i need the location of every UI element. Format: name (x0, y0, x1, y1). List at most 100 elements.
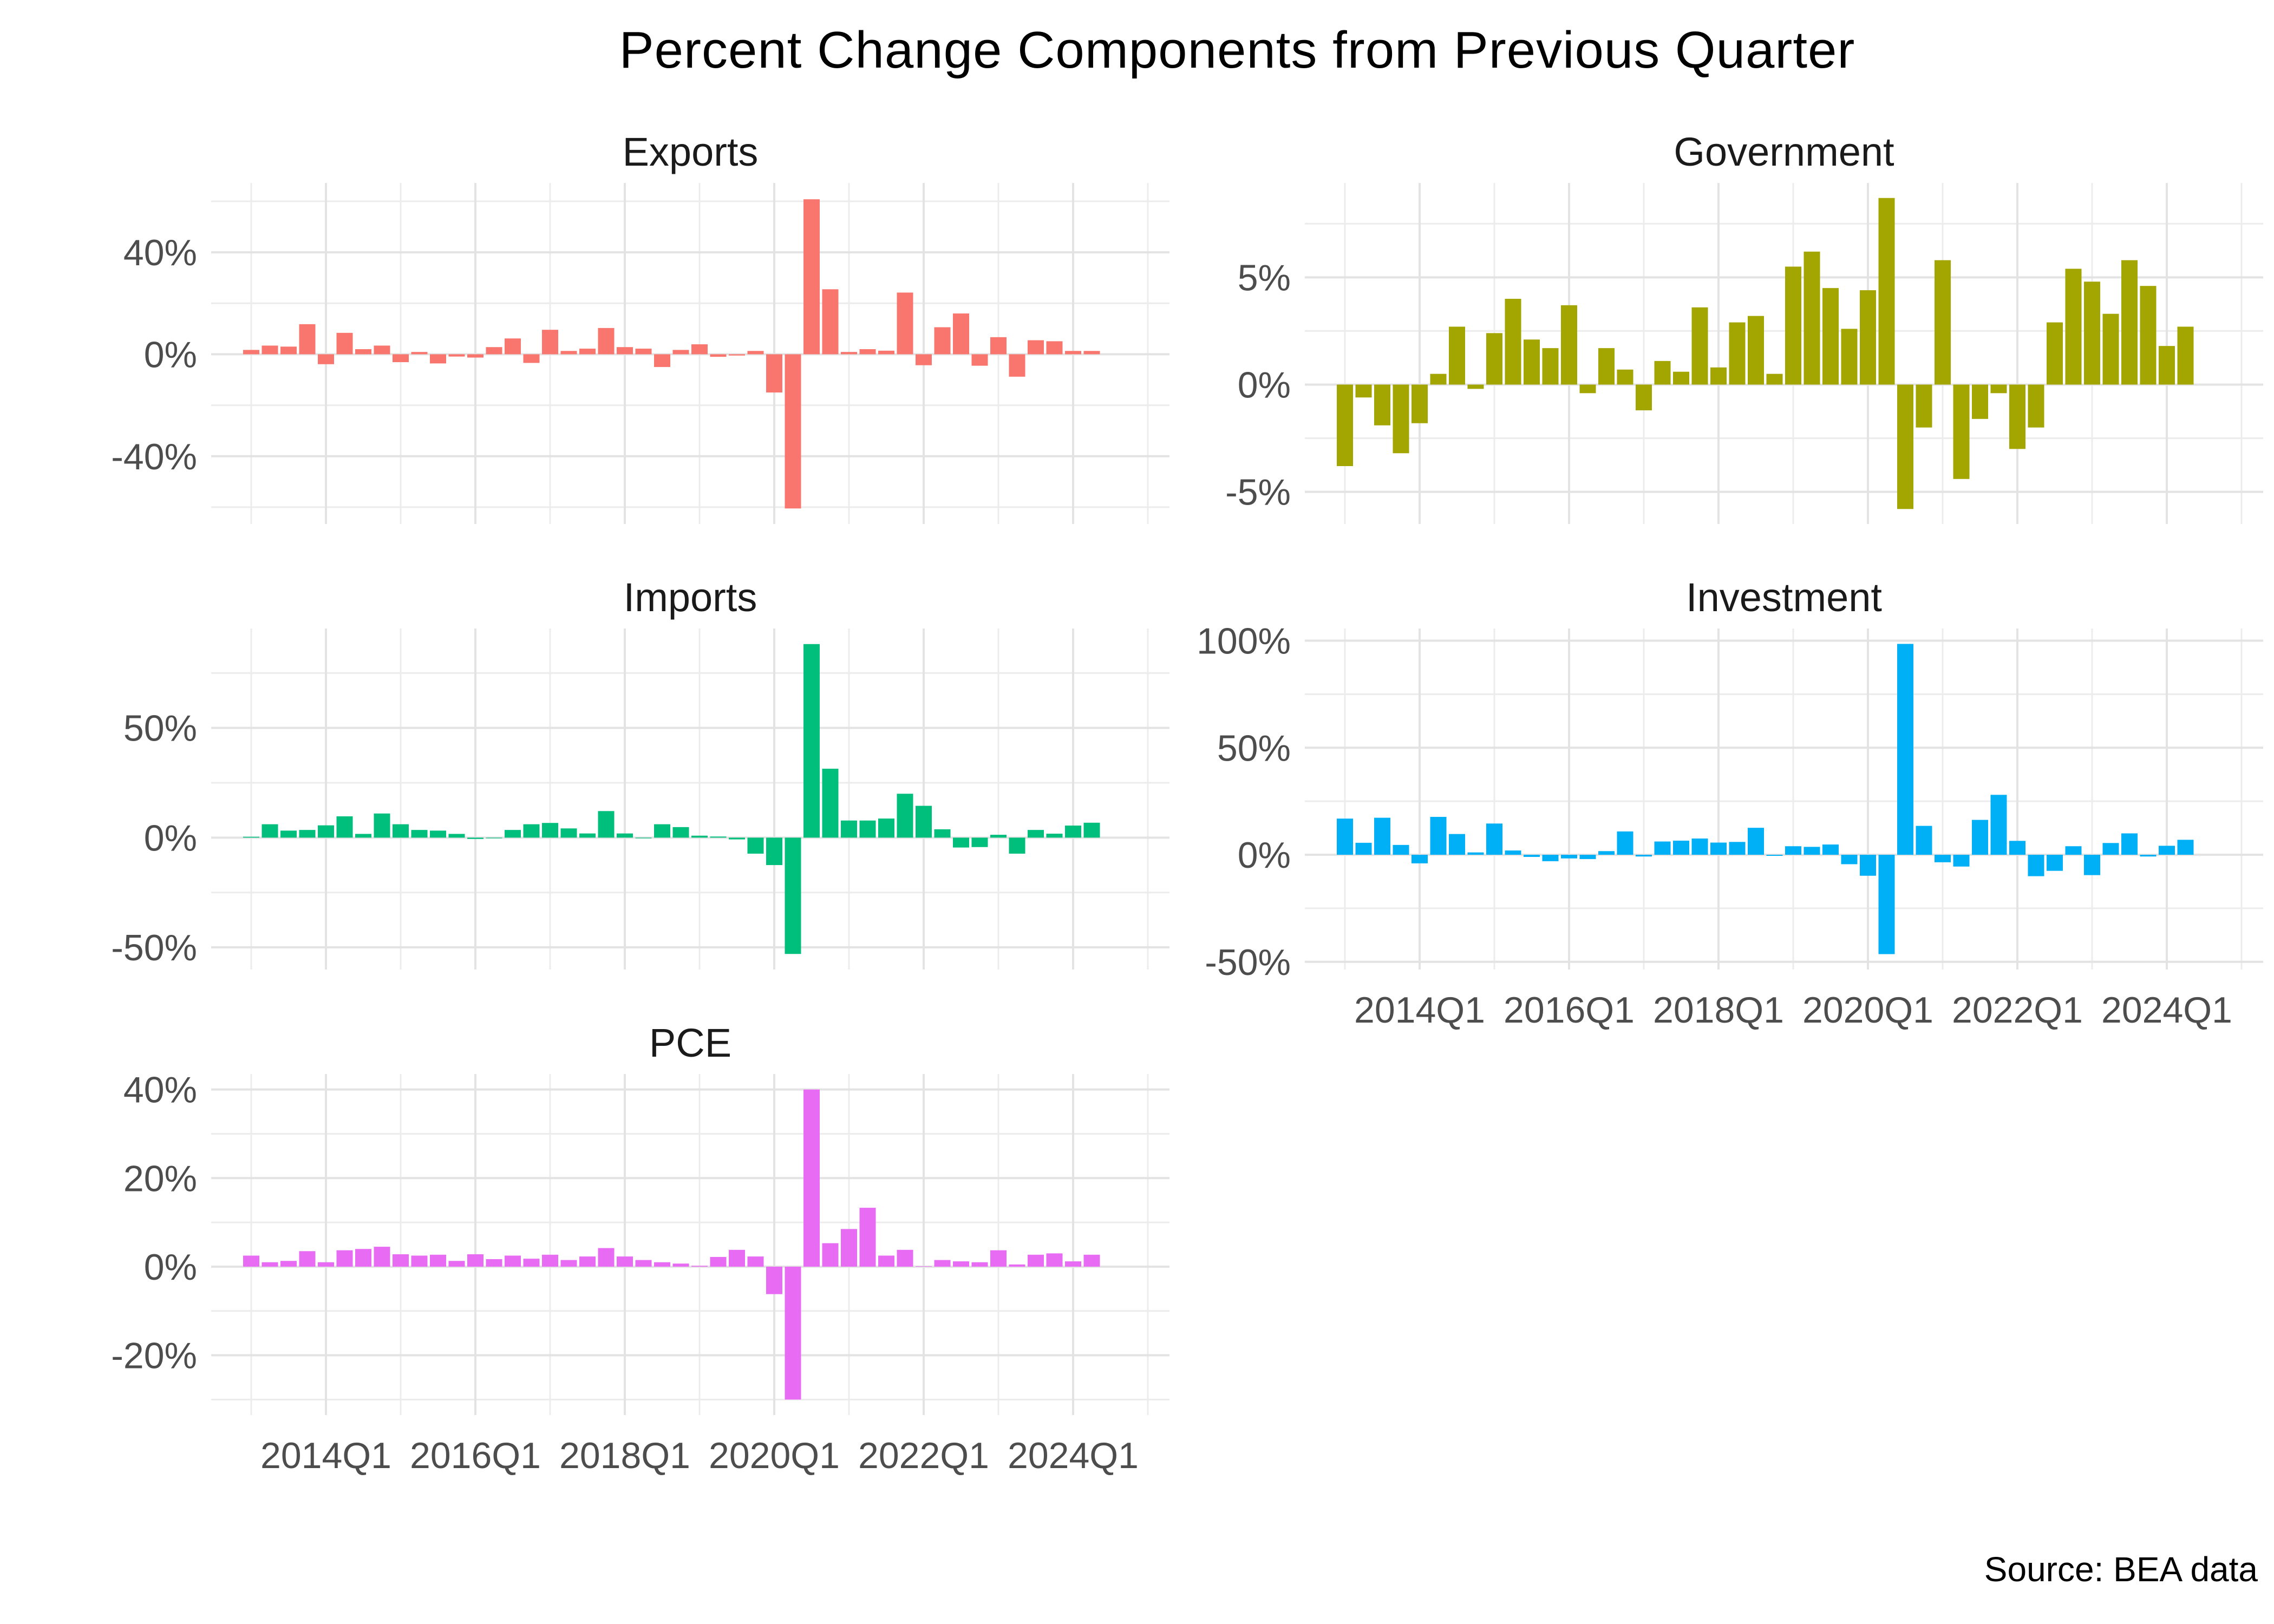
bar (635, 1260, 652, 1267)
bar (2065, 846, 2082, 855)
bar (1617, 369, 1633, 385)
bar (579, 349, 596, 355)
x-tick-label: 2020Q1 (1802, 990, 1933, 1031)
bar (1046, 834, 1063, 838)
bar (747, 351, 764, 355)
bar (953, 313, 969, 355)
bar (878, 1255, 894, 1267)
bar (336, 816, 353, 838)
bar (1935, 855, 1951, 862)
bar (803, 1089, 820, 1267)
y-tick-label: 40% (123, 232, 197, 273)
bar (243, 350, 259, 355)
bar (374, 813, 390, 838)
bar (785, 1266, 801, 1400)
bar (1083, 1254, 1100, 1267)
bar (2047, 855, 2063, 871)
bar (841, 1229, 857, 1267)
bar (1561, 855, 1577, 859)
bar (729, 1249, 745, 1267)
bar (654, 1262, 670, 1267)
bar (1028, 340, 1044, 355)
bar (635, 349, 652, 355)
bar (859, 349, 876, 355)
bar (654, 354, 670, 367)
bar (1009, 837, 1025, 854)
bar (2102, 843, 2119, 855)
bar (2140, 855, 2157, 857)
bar (1467, 384, 1484, 389)
bar (598, 1248, 615, 1267)
bar (393, 354, 409, 363)
bar (1449, 326, 1465, 385)
bar (1430, 374, 1447, 385)
bar (729, 354, 745, 356)
bar (1065, 351, 1081, 355)
facet-title: Exports (623, 129, 759, 174)
bar (280, 346, 297, 355)
y-tick-label: 5% (1238, 257, 1291, 298)
y-tick-label: 100% (1197, 621, 1291, 662)
bar (916, 806, 932, 838)
bar (1822, 844, 1839, 855)
bar (2140, 286, 2157, 385)
bar (262, 1262, 278, 1267)
bar (299, 830, 316, 838)
bar (560, 1260, 577, 1267)
bar (1673, 371, 1689, 385)
bar (841, 352, 857, 355)
y-tick-label: -20% (111, 1335, 197, 1377)
bar (803, 644, 820, 838)
bar (598, 328, 615, 355)
bar (710, 836, 727, 838)
bar (448, 354, 465, 357)
bar (1579, 855, 1596, 859)
bar (1083, 351, 1100, 355)
bar (1990, 795, 2007, 855)
bar (393, 1254, 409, 1267)
bar (1673, 840, 1689, 855)
bar (523, 354, 540, 363)
bar (1065, 826, 1081, 838)
bar (280, 830, 297, 838)
bar (1654, 361, 1671, 385)
x-tick-label: 2014Q1 (1354, 990, 1485, 1031)
bar (523, 1259, 540, 1267)
bar (467, 354, 483, 358)
bar (1393, 844, 1409, 855)
bar (1729, 322, 1746, 385)
bar (2121, 833, 2138, 855)
bar (1337, 818, 1353, 855)
bar (2159, 846, 2175, 855)
bar (1748, 316, 1764, 385)
bar (766, 1266, 782, 1294)
bar (785, 354, 801, 509)
bar (1841, 329, 1858, 385)
bar (2028, 384, 2044, 428)
bar (505, 830, 521, 838)
bar (243, 1255, 259, 1267)
bar (1636, 384, 1652, 410)
bar (1691, 838, 1708, 855)
bar (1412, 384, 1428, 423)
bar (1803, 251, 1820, 385)
bar (1505, 850, 1521, 855)
bar (710, 354, 727, 357)
bar (505, 338, 521, 355)
bar (448, 1261, 465, 1267)
bar (2084, 281, 2100, 385)
bar (691, 1266, 708, 1267)
bar (523, 824, 540, 838)
bar (1337, 384, 1353, 467)
bar (822, 289, 839, 355)
y-tick-label: -5% (1225, 472, 1291, 513)
bar (1822, 288, 1839, 385)
bar (934, 1260, 951, 1267)
bar (1878, 198, 1895, 385)
bar (878, 350, 894, 355)
bar (1579, 384, 1596, 394)
bar (355, 1249, 371, 1267)
bar (1785, 846, 1801, 855)
